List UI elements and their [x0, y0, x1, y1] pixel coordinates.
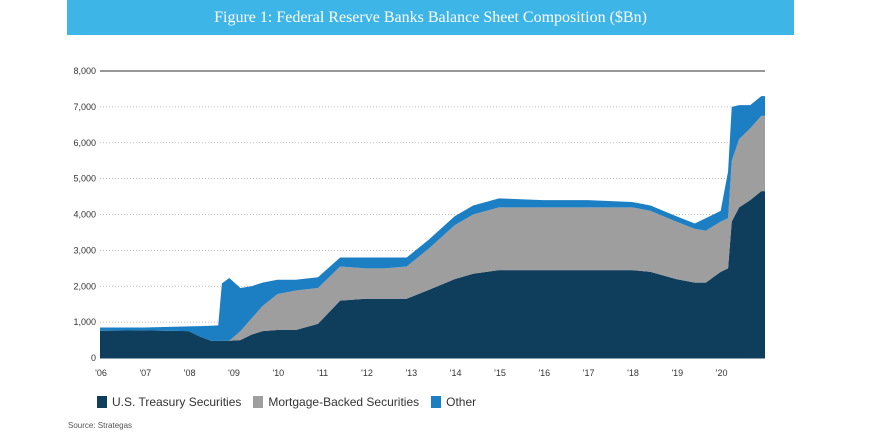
- x-tick-label: '06: [95, 368, 107, 378]
- x-tick-label: '12: [361, 368, 373, 378]
- y-tick-label: 0: [91, 353, 96, 363]
- x-tick-label: '11: [317, 368, 328, 378]
- y-tick-label: 7,000: [73, 102, 96, 112]
- chart-title: Figure 1: Federal Reserve Banks Balance …: [214, 8, 647, 26]
- x-tick-label: '15: [494, 368, 506, 378]
- legend-label: Other: [446, 395, 477, 409]
- y-tick-label: 2,000: [73, 281, 96, 291]
- legend-swatch: [253, 396, 264, 408]
- legend-label: U.S. Treasury Securities: [112, 395, 242, 409]
- legend: U.S. Treasury Securities Mortgage-Backed…: [97, 395, 476, 409]
- x-tick-label: '14: [450, 368, 462, 378]
- y-tick-label: 4,000: [73, 210, 96, 220]
- y-tick-label: 3,000: [73, 245, 96, 255]
- x-tick-label: '20: [716, 368, 728, 378]
- legend-swatch: [97, 396, 107, 408]
- x-tick-label: '08: [184, 368, 196, 378]
- x-tick-label: '16: [538, 368, 550, 378]
- legend-item-mbs: Mortgage-Backed Securities: [253, 395, 419, 409]
- legend-swatch: [431, 396, 442, 408]
- x-tick-label: '09: [228, 368, 240, 378]
- x-tick-label: '07: [139, 368, 151, 378]
- y-tick-label: 1,000: [73, 317, 96, 327]
- y-tick-label: 8,000: [73, 66, 96, 76]
- area-series-0: [100, 191, 765, 358]
- legend-item-other: Other: [431, 395, 476, 409]
- x-tick-label: '17: [583, 368, 595, 378]
- y-tick-label: 6,000: [73, 138, 96, 148]
- x-tick-label: '19: [671, 368, 683, 378]
- x-tick-label: '18: [627, 368, 639, 378]
- area-series-1: [100, 115, 765, 341]
- chart-title-banner: Figure 1: Federal Reserve Banks Balance …: [67, 0, 794, 35]
- legend-label: Mortgage-Backed Securities: [268, 395, 420, 409]
- y-tick-label: 5,000: [73, 174, 96, 184]
- x-tick-label: '13: [405, 368, 417, 378]
- legend-item-treasury: U.S. Treasury Securities: [97, 395, 241, 409]
- source-note: Source: Strategas: [68, 421, 133, 430]
- x-tick-label: '10: [272, 368, 284, 378]
